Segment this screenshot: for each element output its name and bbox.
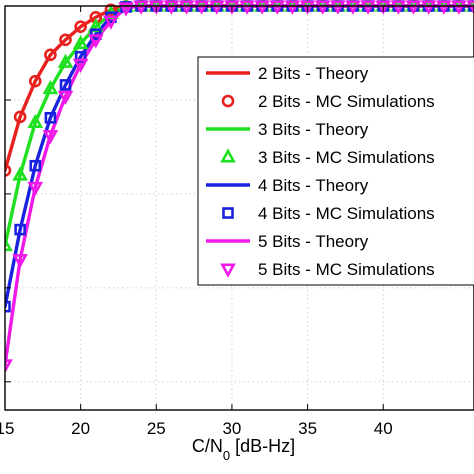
series-marker: [57, 90, 74, 105]
series-marker: [12, 166, 28, 181]
x-tick-labels: 15 20 25 30 35 40: [0, 419, 393, 438]
series-marker: [14, 223, 26, 236]
series-marker: [72, 34, 89, 50]
series-marker: [239, 0, 255, 15]
series-marker: [345, 0, 361, 15]
series-marker: [59, 79, 72, 91]
series-marker: [254, 0, 270, 15]
legend-label: 4 Bits - MC Simulations: [258, 204, 435, 223]
series-marker: [28, 74, 42, 88]
series-marker: [42, 79, 59, 95]
series-marker: [44, 48, 57, 62]
series-marker: [178, 0, 195, 15]
legend-entry: 5 Bits - Theory: [206, 232, 369, 251]
series-marker: [224, 0, 240, 15]
x-axis-label-subscript: 0: [223, 448, 230, 463]
legend-label: 4 Bits - Theory: [258, 176, 369, 195]
series-marker: [451, 0, 467, 15]
series-marker: [89, 28, 102, 40]
series-marker: [375, 0, 392, 15]
series-marker: [118, 2, 134, 17]
legend-label: 2 Bits - MC Simulations: [258, 92, 435, 111]
series-marker: [103, 15, 119, 30]
x-tick-label: 25: [147, 419, 166, 438]
x-tick-label: 35: [298, 419, 317, 438]
series-marker: [57, 53, 74, 68]
series-marker: [104, 3, 118, 17]
series-marker: [360, 0, 376, 15]
legend-swatch-marker: [222, 207, 234, 219]
series-marker: [193, 0, 210, 15]
legend-entries: 2 Bits - Theory 2 Bits - MC Simulations 3 …: [206, 64, 435, 279]
series-marker: [74, 20, 87, 33]
legend: 2 Bits - Theory 2 Bits - MC Simulations 3 …: [197, 56, 474, 286]
series-marker: [133, 0, 149, 15]
series-marker: [29, 159, 42, 172]
legend-label: 5 Bits - MC Simulations: [258, 260, 435, 279]
x-axis-label-main: C/N: [192, 436, 223, 456]
legend-entry: 5 Bits - MC Simulations: [220, 260, 435, 279]
legend-swatch-marker: [221, 94, 235, 108]
legend-entry: 4 Bits - Theory: [206, 176, 369, 195]
series-marker: [27, 181, 44, 197]
series-marker: [209, 0, 225, 15]
x-tick-label: 15: [0, 419, 14, 438]
series-marker: [435, 0, 452, 15]
series-marker: [42, 130, 59, 145]
axis-ticks: [4, 5, 384, 410]
x-tick-label: 20: [71, 419, 90, 438]
series-markers: [5, 0, 474, 374]
series-marker: [148, 0, 165, 15]
x-tick-label: 30: [222, 419, 241, 438]
series-marker: [87, 34, 104, 49]
legend-entry: 4 Bits - MC Simulations: [222, 204, 435, 223]
x-tick-label: 40: [374, 419, 393, 438]
series-marker: [314, 0, 331, 15]
series-marker: [405, 0, 422, 15]
x-axis-label: C/N0 [dB-Hz]: [192, 436, 295, 463]
series-marker: [269, 0, 286, 15]
series-marker: [27, 113, 44, 129]
series-marker: [420, 0, 437, 15]
legend-swatch-marker: [220, 263, 236, 278]
legend-label: 3 Bits - Theory: [258, 120, 369, 139]
series-marker: [59, 33, 72, 47]
legend-entry: 3 Bits - MC Simulations: [220, 148, 435, 167]
series-marker: [44, 112, 57, 124]
series-marker: [5, 164, 12, 177]
legend-entry: 2 Bits - Theory: [206, 64, 369, 83]
legend-box: [197, 56, 474, 286]
series-marker: [466, 0, 474, 15]
series-marker: [72, 58, 89, 73]
legend-swatch-marker: [220, 148, 236, 163]
legend-label: 3 Bits - MC Simulations: [258, 148, 435, 167]
legend-label: 5 Bits - Theory: [258, 232, 369, 251]
series-marker: [330, 0, 346, 15]
legend-label: 2 Bits - Theory: [258, 64, 369, 83]
series-marker: [12, 254, 28, 269]
series-marker: [284, 0, 301, 15]
series-marker: [5, 300, 11, 313]
legend-entry: 2 Bits - MC Simulations: [221, 92, 435, 111]
series-marker: [390, 0, 407, 15]
x-axis-label-unit: [dB-Hz]: [230, 436, 295, 456]
series-marker: [163, 0, 180, 15]
series-marker: [13, 110, 27, 124]
plot-frame: [4, 5, 474, 411]
series-marker: [299, 0, 316, 15]
legend-entry: 3 Bits - Theory: [206, 120, 369, 139]
